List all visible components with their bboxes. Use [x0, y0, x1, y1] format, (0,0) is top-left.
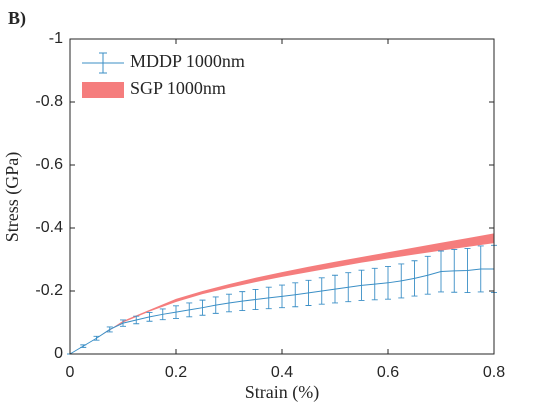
error-bar — [252, 288, 259, 311]
error-bar — [305, 279, 312, 306]
error-bar — [385, 265, 391, 300]
error-bar — [279, 284, 285, 309]
x-tick-label: 0 — [66, 364, 75, 381]
error-bar — [464, 248, 471, 294]
error-bar — [106, 326, 113, 333]
error-bar — [173, 305, 179, 319]
x-tick-label: 0.4 — [271, 364, 293, 381]
y-tick-label: -0.2 — [35, 282, 63, 299]
error-bar — [93, 335, 100, 341]
error-bar — [146, 311, 153, 322]
y-tick-label: -0.4 — [35, 219, 63, 236]
error-bar — [345, 272, 352, 303]
legend-label: MDDP 1000nm — [130, 51, 245, 71]
error-bar — [411, 260, 418, 297]
error-bar — [239, 291, 246, 311]
panel-label: B) — [8, 8, 26, 29]
legend-swatch — [82, 52, 124, 74]
y-axis-label: Stress (GPa) — [2, 152, 23, 243]
error-bar — [318, 277, 325, 305]
x-tick-label: 0.8 — [483, 364, 505, 381]
error-bar — [212, 296, 219, 314]
error-bar — [451, 248, 458, 293]
error-bar — [120, 319, 126, 327]
error-bar — [265, 286, 272, 310]
error-bar — [477, 245, 484, 293]
error-bar — [159, 308, 166, 321]
error-bar — [424, 255, 431, 295]
x-tick-label: 0.6 — [377, 364, 399, 381]
error-bar — [199, 299, 206, 316]
error-bar — [80, 344, 87, 348]
error-bar — [371, 267, 378, 301]
error-bar — [186, 302, 193, 318]
error-bar — [226, 293, 232, 313]
x-axis-label: Strain (%) — [245, 382, 319, 403]
error-bar — [398, 263, 405, 299]
sgp-band — [70, 233, 494, 354]
legend-swatch — [82, 82, 124, 98]
y-tick-label: 0 — [54, 345, 63, 362]
x-tick-label: 0.2 — [165, 364, 187, 381]
y-tick-label: -1 — [49, 30, 63, 47]
error-bar — [358, 269, 365, 301]
error-bar — [332, 274, 338, 304]
error-bar — [133, 315, 140, 325]
legend-label: SGP 1000nm — [130, 78, 226, 98]
error-bar — [292, 282, 299, 308]
y-tick-label: -0.8 — [35, 93, 63, 110]
y-tick-label: -0.6 — [35, 156, 63, 173]
error-bar — [438, 250, 444, 293]
